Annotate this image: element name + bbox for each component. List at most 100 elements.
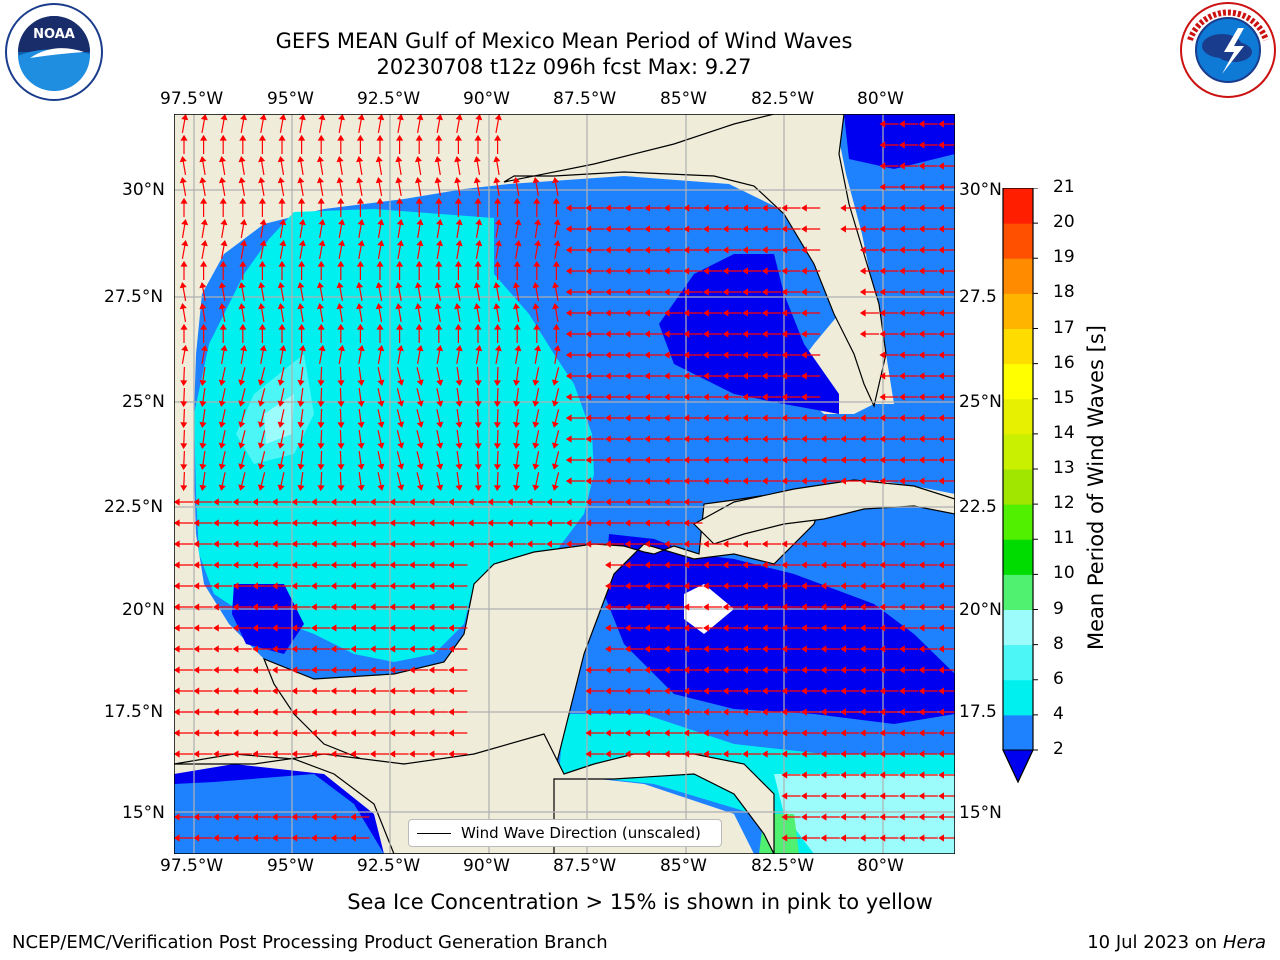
wind-wave-arrowhead bbox=[356, 197, 364, 204]
wind-wave-arrowhead bbox=[722, 372, 729, 380]
wind-wave-arrowhead bbox=[840, 225, 846, 233]
wind-wave-arrowhead bbox=[297, 302, 305, 310]
colorbar-tick-label: 21 bbox=[1053, 177, 1075, 197]
wind-wave-arrowhead bbox=[663, 498, 670, 506]
wind-wave-arrowhead bbox=[389, 666, 396, 674]
wind-wave-arrowhead bbox=[840, 750, 846, 758]
wind-wave-arrowhead bbox=[238, 302, 246, 310]
wind-wave-arrowhead bbox=[551, 442, 559, 449]
wind-wave-arrowhead bbox=[389, 708, 396, 716]
wind-wave-arrowhead bbox=[239, 260, 247, 267]
wind-wave-arrowhead bbox=[663, 330, 670, 338]
wind-wave-arrowhead bbox=[918, 246, 925, 254]
wind-wave-arrowhead bbox=[279, 344, 287, 352]
wind-wave-arrowhead bbox=[761, 393, 768, 401]
wind-wave-arrowhead bbox=[820, 456, 827, 464]
wind-wave-arrowhead bbox=[840, 645, 846, 653]
wind-wave-arrowhead bbox=[742, 645, 748, 653]
wind-wave-arrowhead bbox=[377, 344, 385, 352]
wind-wave-arrowhead bbox=[722, 540, 729, 548]
wind-wave-arrowhead bbox=[330, 813, 337, 821]
wind-wave-arrowhead bbox=[534, 344, 542, 352]
wind-wave-arrowhead bbox=[899, 225, 905, 233]
wind-wave-arrowhead bbox=[350, 834, 356, 842]
wind-wave-arrowhead bbox=[663, 561, 670, 569]
wind-wave-arrowhead bbox=[879, 540, 886, 548]
colorbar-tick-label: 20 bbox=[1053, 212, 1075, 233]
wind-wave-arrowhead bbox=[474, 464, 482, 471]
wind-wave-arrowhead bbox=[820, 771, 827, 779]
wind-wave-arrowhead bbox=[277, 155, 285, 163]
wind-wave-arrowhead bbox=[369, 561, 376, 569]
lat-label-right: 20°N bbox=[959, 600, 1002, 620]
footer-date: 10 Jul 2023 on Hera bbox=[1087, 932, 1266, 953]
wind-wave-arrowhead bbox=[428, 624, 435, 632]
wind-wave-arrowhead bbox=[180, 197, 188, 204]
wind-wave-arrowhead bbox=[899, 141, 905, 149]
wind-wave-arrowhead bbox=[781, 624, 788, 632]
wind-wave-arrowhead bbox=[389, 645, 396, 653]
wind-wave-arrowhead bbox=[298, 114, 306, 121]
wind-wave-arrowhead bbox=[428, 603, 435, 611]
wind-wave-arrowhead bbox=[605, 645, 611, 653]
wind-wave-arrowhead bbox=[377, 442, 385, 449]
wind-wave-arrowhead bbox=[918, 183, 925, 191]
wind-wave-arrowhead bbox=[513, 260, 521, 267]
wind-wave-arrowhead bbox=[512, 442, 521, 450]
wind-wave-arrowhead bbox=[761, 267, 768, 275]
wind-wave-arrowhead bbox=[238, 155, 246, 163]
wind-wave-arrowhead bbox=[663, 267, 670, 275]
wind-wave-arrowhead bbox=[899, 309, 905, 317]
wind-wave-arrowhead bbox=[213, 750, 219, 758]
wind-wave-arrowhead bbox=[474, 485, 482, 492]
wind-wave-arrowhead bbox=[409, 498, 415, 506]
wind-wave-arrowhead bbox=[552, 176, 560, 184]
wind-wave-arrowhead bbox=[840, 540, 846, 548]
wind-wave-arrowhead bbox=[337, 443, 345, 450]
wind-wave-arrowhead bbox=[879, 225, 886, 233]
wind-wave-arrowhead bbox=[761, 414, 768, 422]
wind-wave-arrowhead bbox=[350, 540, 356, 548]
wind-wave-arrowhead bbox=[703, 582, 709, 590]
wind-wave-arrowhead bbox=[879, 372, 886, 380]
wind-wave-arrowhead bbox=[820, 645, 827, 653]
colorbar-tick-label: 9 bbox=[1053, 598, 1064, 619]
wind-wave-arrowhead bbox=[624, 582, 631, 590]
wind-wave-arrowhead bbox=[350, 624, 356, 632]
wind-wave-arrowhead bbox=[761, 729, 768, 737]
wind-wave-arrowhead bbox=[271, 603, 278, 611]
wind-wave-arrowhead bbox=[369, 624, 376, 632]
wind-wave-arrowhead bbox=[585, 372, 592, 380]
wind-wave-arrowhead bbox=[663, 687, 670, 695]
wind-wave-arrowhead bbox=[213, 834, 219, 842]
wind-wave-arrowhead bbox=[448, 666, 454, 674]
wind-wave-arrowhead bbox=[494, 239, 502, 247]
wind-wave-arrowhead bbox=[513, 323, 521, 330]
lat-label-right: 27.5 bbox=[959, 287, 997, 307]
wind-wave-arrowhead bbox=[338, 114, 346, 121]
wind-wave-arrowhead bbox=[663, 645, 670, 653]
wind-wave-arrowhead bbox=[683, 561, 690, 569]
wind-wave-arrowhead bbox=[193, 540, 200, 548]
wind-wave-arrowhead bbox=[252, 582, 258, 590]
wind-wave-arrowhead bbox=[859, 246, 866, 254]
wind-wave-arrowhead bbox=[271, 708, 278, 716]
wind-wave-arrowhead bbox=[533, 197, 541, 204]
wind-wave-arrowhead bbox=[585, 729, 592, 737]
wind-wave-arrowhead bbox=[271, 624, 278, 632]
wind-wave-arrowhead bbox=[644, 561, 650, 569]
wind-wave-arrowhead bbox=[899, 204, 905, 212]
wind-wave-arrowhead bbox=[298, 197, 306, 204]
wind-wave-arrowhead bbox=[879, 750, 886, 758]
wind-wave-arrowhead bbox=[317, 380, 325, 387]
wind-wave-arrowhead bbox=[475, 344, 483, 352]
wind-wave-arrowhead bbox=[291, 666, 298, 674]
wind-wave-arrowhead bbox=[899, 372, 905, 380]
wind-wave-arrowhead bbox=[722, 708, 729, 716]
wind-wave-arrowhead bbox=[918, 393, 925, 401]
wind-wave-arrowhead bbox=[879, 183, 886, 191]
wind-wave-arrowhead bbox=[801, 813, 807, 821]
wind-wave-arrowhead bbox=[448, 645, 454, 653]
wind-wave-arrowhead bbox=[801, 729, 807, 737]
wind-wave-arrowhead bbox=[683, 624, 690, 632]
